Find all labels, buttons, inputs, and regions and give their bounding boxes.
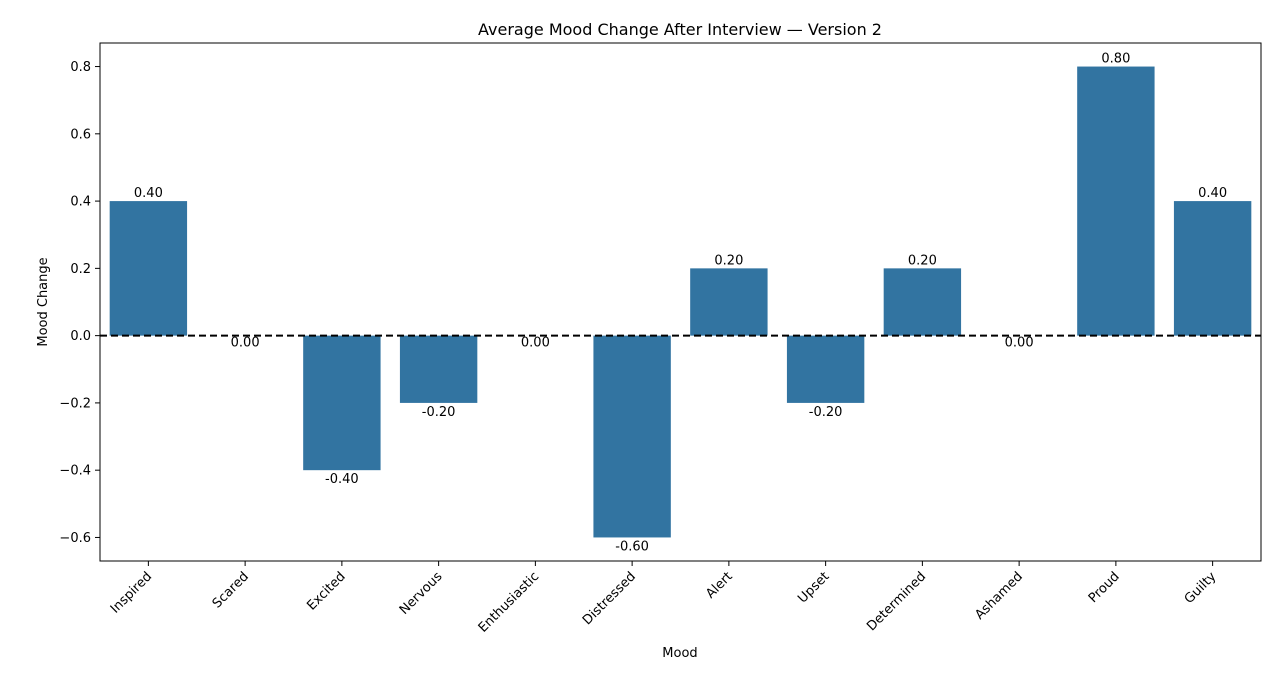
bar-alert xyxy=(690,268,768,336)
x-tick-label-determined: Determined xyxy=(864,569,929,634)
bar-proud xyxy=(1077,66,1155,336)
bar-excited xyxy=(303,335,381,471)
bar-distressed xyxy=(593,335,671,538)
data-label-guilty: 0.40 xyxy=(1198,186,1227,201)
bar-upset xyxy=(786,335,865,403)
y-tick-label: 0.0 xyxy=(70,329,91,344)
x-tick-label-alert: Alert xyxy=(703,569,735,601)
bar-nervous xyxy=(399,335,478,403)
x-tick-label-enthusiastic: Enthusiastic xyxy=(476,569,542,635)
y-tick-label: −0.2 xyxy=(59,396,91,411)
y-tick-label: 0.8 xyxy=(70,60,91,75)
bar-determined xyxy=(883,268,962,336)
data-label-distressed: -0.60 xyxy=(615,539,649,554)
data-label-inspired: 0.40 xyxy=(134,186,163,201)
y-axis-label: Mood Change xyxy=(36,257,51,346)
y-tick-label: −0.4 xyxy=(59,464,91,479)
data-label-upset: -0.20 xyxy=(809,405,843,420)
data-label-proud: 0.80 xyxy=(1101,52,1130,67)
data-labels-layer: 0.40 0.00 -0.40 -0.20 0.00 -0.60 0.20 -0.20 0.20… xyxy=(134,52,1227,555)
y-tick-label: 0.4 xyxy=(70,195,91,210)
data-label-determined: 0.20 xyxy=(908,253,937,268)
x-tick-label-excited: Excited xyxy=(304,569,348,613)
y-axis: −0.6 −0.4 −0.2 0.0 0.2 0.4 0.6 0.8 xyxy=(59,60,100,546)
bar-inspired xyxy=(109,201,188,336)
x-axis-label: Mood xyxy=(662,646,697,661)
data-label-enthusiastic: 0.00 xyxy=(521,336,550,351)
x-tick-label-upset: Upset xyxy=(795,569,832,606)
bars-layer xyxy=(109,66,1252,538)
y-tick-label: −0.6 xyxy=(59,531,91,546)
bar-guilty xyxy=(1173,201,1252,336)
plot-frame xyxy=(99,42,1262,562)
y-tick-label: 0.2 xyxy=(70,262,91,277)
data-label-alert: 0.20 xyxy=(714,253,743,268)
data-label-nervous: -0.20 xyxy=(422,405,456,420)
x-axis: Inspired Scared Excited Nervous Enthusiastic… xyxy=(108,561,1220,636)
data-label-excited: -0.40 xyxy=(325,472,359,487)
y-tick-label: 0.6 xyxy=(70,127,91,142)
data-label-ashamed: 0.00 xyxy=(1005,336,1034,351)
x-tick-label-inspired: Inspired xyxy=(108,569,155,616)
x-tick-label-scared: Scared xyxy=(210,569,252,611)
x-tick-label-nervous: Nervous xyxy=(397,569,446,618)
x-tick-label-guilty: Guilty xyxy=(1182,569,1220,607)
chart-title: Average Mood Change After Interview — Ve… xyxy=(478,20,882,39)
data-label-scared: 0.00 xyxy=(231,336,260,351)
x-tick-label-ashamed: Ashamed xyxy=(972,569,1026,623)
x-tick-label-distressed: Distressed xyxy=(580,569,639,628)
x-tick-label-proud: Proud xyxy=(1086,569,1123,606)
